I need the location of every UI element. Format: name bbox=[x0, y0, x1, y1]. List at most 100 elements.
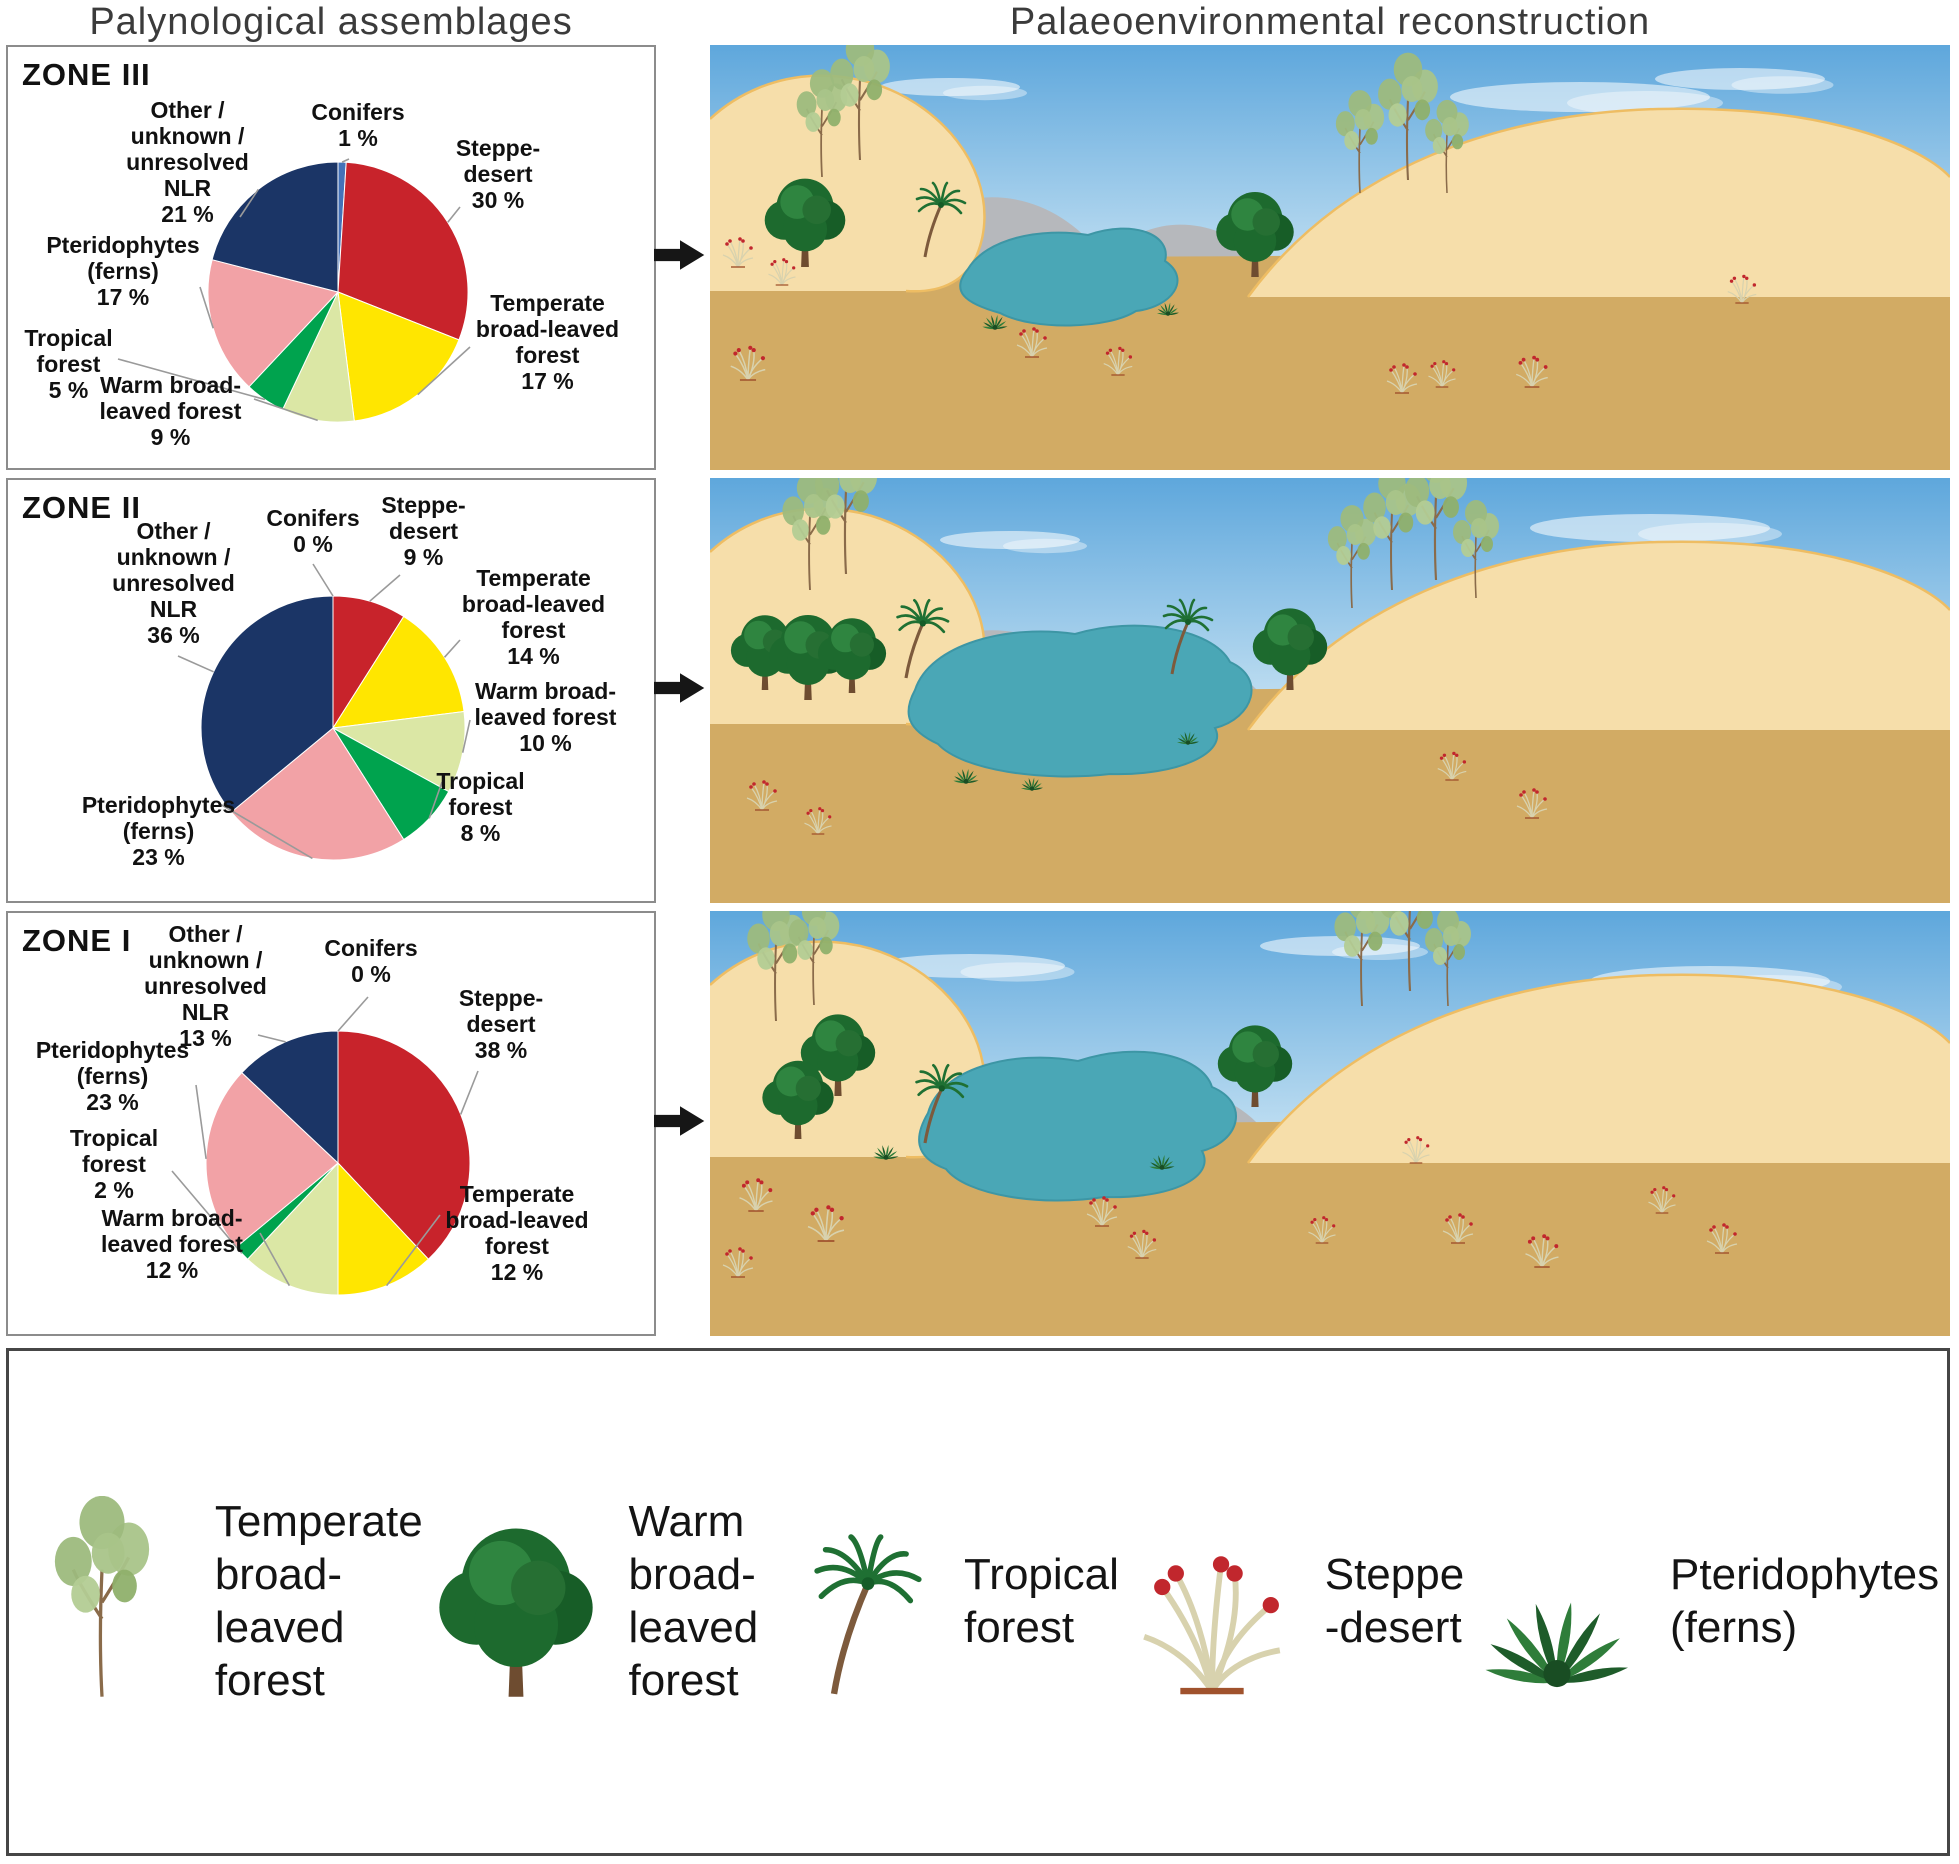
legend-label-warm-forest: Warm broad- leaved forest bbox=[628, 1497, 759, 1705]
legend-item-steppe-desert: Steppe -desert bbox=[1127, 1496, 1464, 1708]
label-leader-line bbox=[369, 574, 401, 602]
zone1-row: ZONE I Conifers 0 % Steppe- desert 38 % Te… bbox=[0, 911, 1959, 1336]
legend-item-pteridophytes: Pteridophytes (ferns) bbox=[1472, 1496, 1939, 1708]
temperate-tree-icon bbox=[54, 1496, 149, 1697]
fern-icon bbox=[1485, 1602, 1629, 1688]
cloud bbox=[943, 85, 1027, 101]
temperate-tree-icon bbox=[1425, 911, 1471, 1007]
warm-tree-icon bbox=[1252, 608, 1328, 690]
steppe-shrub-icon bbox=[807, 1205, 845, 1242]
temperate-tree-icon bbox=[1425, 99, 1469, 194]
zone1-title: ZONE I bbox=[22, 923, 132, 958]
steppe-shrub-icon bbox=[1648, 1186, 1676, 1214]
steppe-shrub-icon bbox=[722, 1247, 754, 1278]
zone2-row: ZONE II Conifers 0 % Steppe- desert 9 % Te… bbox=[0, 478, 1959, 903]
pie-label-tropical_forest: Tropical forest 5 % bbox=[24, 325, 113, 403]
label-leader-line bbox=[195, 1084, 207, 1160]
zone3-row: ZONE III Conifers 1 % Steppe- desert 30 %… bbox=[0, 45, 1959, 470]
temperate-tree-icon bbox=[1453, 500, 1499, 599]
steppe-shrub-icon bbox=[1442, 1213, 1474, 1244]
label-leader-line bbox=[257, 1034, 286, 1043]
pie-label-steppe_desert: Steppe- desert 9 % bbox=[381, 492, 466, 570]
pie-slice-other_nlr bbox=[200, 595, 334, 813]
label-leader-line bbox=[117, 358, 266, 401]
zone3-pie-chart bbox=[117, 158, 471, 423]
warm-tree-icon bbox=[438, 1528, 593, 1697]
sand-dune-right bbox=[1248, 974, 1950, 1163]
pie-slice-steppe_desert bbox=[337, 1030, 471, 1260]
pie-slice-steppe_desert bbox=[337, 161, 469, 341]
palm-tree-icon bbox=[915, 1063, 969, 1144]
steppe-shrub-icon bbox=[1086, 1196, 1118, 1227]
steppe-shrub-icon bbox=[739, 1178, 773, 1212]
cloud bbox=[1655, 68, 1825, 90]
dune-edge bbox=[1246, 973, 1950, 1164]
temperate-tree-icon bbox=[1335, 90, 1385, 194]
fern-icon bbox=[982, 314, 1008, 330]
arrow-right-icon bbox=[654, 1106, 705, 1136]
fern-icon bbox=[1176, 731, 1199, 745]
steppe-shrub-icon bbox=[1308, 1216, 1336, 1244]
label-leader-line bbox=[385, 1214, 441, 1287]
legend-label-tropical-forest: Tropical forest bbox=[964, 1550, 1119, 1652]
steppe-shrub-icon bbox=[1706, 1223, 1738, 1254]
label-leader-line bbox=[417, 346, 471, 396]
warm-tree-icon bbox=[1217, 1025, 1293, 1107]
steppe-shrub-icon bbox=[1516, 788, 1548, 819]
temperate-tree-icon bbox=[1334, 911, 1390, 1007]
pie-label-pteridophytes: Pteridophytes (ferns) 23 % bbox=[35, 1037, 190, 1115]
legend-label-temperate-forest: Temperate broad- leaved forest bbox=[214, 1497, 423, 1705]
label-leader-line bbox=[459, 1070, 479, 1115]
pie-label-pteridophytes: Pteridophytes (ferns) 23 % bbox=[81, 792, 236, 870]
arrow-right-icon bbox=[654, 673, 705, 703]
steppe-shrub-icon bbox=[1142, 1556, 1281, 1695]
steppe-shrub-icon bbox=[722, 237, 754, 268]
lake bbox=[918, 1050, 1237, 1202]
pie-label-temperate_forest: Temperate broad-leaved forest 12 % bbox=[445, 1181, 589, 1285]
steppe-shrub-icon bbox=[1428, 360, 1456, 388]
legend-label-pteridophytes: Pteridophytes (ferns) bbox=[1670, 1550, 1940, 1652]
label-leader-line bbox=[447, 206, 461, 223]
temperate-tree-icon bbox=[1327, 505, 1377, 609]
warm-tree-icon bbox=[438, 1528, 593, 1697]
label-leader-line bbox=[199, 286, 214, 329]
cloud bbox=[875, 954, 1065, 978]
label-leader-line bbox=[312, 563, 334, 597]
label-leader-line bbox=[177, 655, 214, 673]
sand-dune-right bbox=[1248, 108, 1950, 298]
pie-slice-temperate_forest bbox=[332, 615, 465, 729]
cloud bbox=[1003, 538, 1087, 554]
steppe-shrub-icon bbox=[1437, 751, 1467, 781]
temperate-tree-icon bbox=[814, 478, 878, 575]
right-column-title: Palaeoenvironmental reconstruction bbox=[1009, 1, 1651, 43]
palm-tree-icon bbox=[814, 1534, 922, 1695]
pie-label-warm_forest: Warm broad- leaved forest 10 % bbox=[474, 678, 617, 756]
label-leader-line bbox=[219, 803, 313, 860]
temperate-tree-icon bbox=[54, 1496, 149, 1697]
zone2-pie-chart bbox=[177, 563, 471, 861]
zone1-pie-chart bbox=[171, 996, 479, 1296]
legend-item-warm-forest: Warm broad- leaved forest bbox=[431, 1496, 759, 1708]
fern-icon bbox=[1485, 1602, 1629, 1688]
warm-tree-icon bbox=[762, 1060, 834, 1139]
steppe-shrub-icon bbox=[768, 258, 796, 286]
dune-edge bbox=[1246, 107, 1950, 298]
label-leader-line bbox=[239, 188, 259, 218]
zone2-reconstruction-illustration bbox=[710, 478, 1950, 903]
pie-label-tropical_forest: Tropical forest 2 % bbox=[69, 1125, 159, 1203]
cloud bbox=[940, 531, 1080, 549]
fern-icon bbox=[873, 1144, 899, 1160]
zone3-pie-panel: ZONE III Conifers 1 % Steppe- desert 30 %… bbox=[6, 45, 656, 470]
legend-item-tropical-forest: Tropical forest bbox=[766, 1496, 1119, 1708]
cloud bbox=[1450, 82, 1710, 112]
steppe-shrub-icon bbox=[1727, 274, 1757, 304]
pie-label-conifers: Conifers 1 % bbox=[311, 99, 405, 151]
legend-label-steppe-desert: Steppe -desert bbox=[1324, 1550, 1465, 1652]
pie-label-other_nlr: Other / unknown / unresolved NLR 13 % bbox=[144, 921, 267, 1051]
pie-label-steppe_desert: Steppe- desert 38 % bbox=[458, 985, 544, 1063]
palm-tree-icon bbox=[915, 181, 967, 258]
dune-edge bbox=[710, 74, 986, 293]
pie-label-steppe_desert: Steppe- desert 30 % bbox=[455, 135, 541, 213]
pie-label-tropical_forest: Tropical forest 8 % bbox=[436, 768, 525, 846]
temperate-tree-icon bbox=[830, 45, 890, 161]
